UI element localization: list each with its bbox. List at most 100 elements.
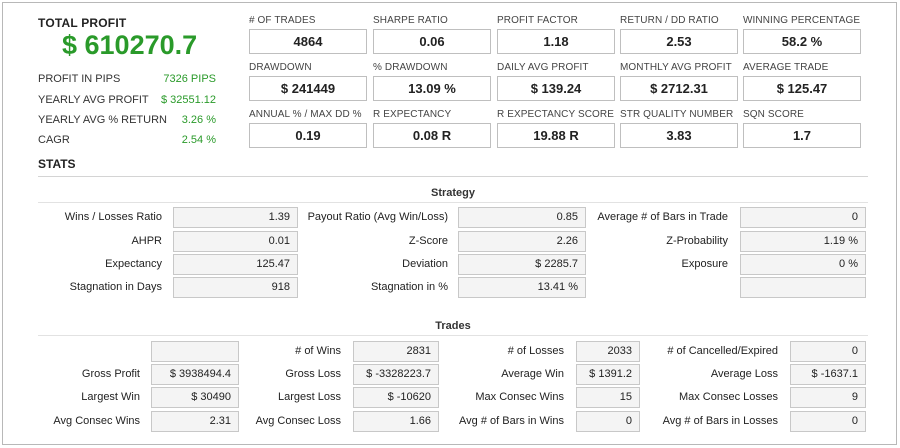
stat-label: Exposure <box>681 258 728 270</box>
metric-average-trade: AVERAGE TRADE $ 125.47 <box>743 62 861 101</box>
metric-r-expectancy-score: R EXPECTANCY SCORE 19.88 R <box>497 109 615 148</box>
stat-value: 15 <box>576 387 640 408</box>
stat-value: 2831 <box>353 341 439 362</box>
summary-label: PROFIT IN PIPS <box>38 73 121 85</box>
metric-label: STR QUALITY NUMBER <box>620 109 734 120</box>
metric-value: 3.83 <box>620 123 738 148</box>
metric-r-expectancy: R EXPECTANCY 0.08 R <box>373 109 491 148</box>
stat-label: Average Loss <box>710 368 778 380</box>
stat-label: Gross Profit <box>81 368 140 380</box>
stat-value: 0 % <box>740 254 866 275</box>
metric-value: 0.19 <box>249 123 367 148</box>
metric-value: $ 139.24 <box>497 76 615 101</box>
stat-value: $ -1637.1 <box>790 364 866 385</box>
stat-label: Avg Consec Loss <box>255 415 341 427</box>
metric-label: # OF TRADES <box>249 15 316 26</box>
metric-profit-factor: PROFIT FACTOR 1.18 <box>497 15 615 54</box>
stat-label: AHPR <box>131 235 162 247</box>
stat-label: # of Wins <box>295 345 341 357</box>
metric-value: $ 125.47 <box>743 76 861 101</box>
stat-value: $ -10620 <box>353 387 439 408</box>
stat-label: Payout Ratio (Avg Win/Loss) <box>307 211 448 223</box>
metric-sqn-score: SQN SCORE 1.7 <box>743 109 861 148</box>
stat-value: 0 <box>790 341 866 362</box>
metric-value: 19.88 R <box>497 123 615 148</box>
summary-row-cagr: CAGR 2.54 % <box>38 130 216 150</box>
metric-label: DAILY AVG PROFIT <box>497 62 589 73</box>
metric-sharpe-ratio: SHARPE RATIO 0.06 <box>373 15 491 54</box>
summary-value: 7326 PIPS <box>163 73 216 85</box>
stat-value: 2.31 <box>151 411 239 432</box>
stat-value: 918 <box>173 277 298 298</box>
stat-value <box>740 277 866 298</box>
metric-value: 13.09 % <box>373 76 491 101</box>
summary-value: 2.54 % <box>181 134 216 146</box>
metric-value: 1.18 <box>497 29 615 54</box>
stat-value: 0 <box>790 411 866 432</box>
summary-value: 3.26 % <box>181 114 216 126</box>
stat-value: 0.85 <box>458 207 586 228</box>
metric-label: MONTHLY AVG PROFIT <box>620 62 732 73</box>
stat-value: $ -3328223.7 <box>353 364 439 385</box>
summary-value: $ 32551.12 <box>160 94 216 106</box>
stat-label: Stagnation in % <box>370 281 448 293</box>
stat-label: Average Win <box>501 368 564 380</box>
stat-label: Stagnation in Days <box>69 281 162 293</box>
summary-row-yearly-avg-profit: YEARLY AVG PROFIT $ 32551.12 <box>38 90 216 110</box>
metric-daily-avg-profit: DAILY AVG PROFIT $ 139.24 <box>497 62 615 101</box>
stat-label: Max Consec Wins <box>475 391 564 403</box>
stat-label: Z-Score <box>408 235 448 247</box>
stat-value: 2.26 <box>458 231 586 252</box>
metric-label: PROFIT FACTOR <box>497 15 578 26</box>
metric-label: R EXPECTANCY SCORE <box>497 109 615 120</box>
stat-value: 1.39 <box>173 207 298 228</box>
stat-value: 0 <box>740 207 866 228</box>
metric-label: RETURN / DD RATIO <box>620 15 719 26</box>
stat-label: Avg # of Bars in Losses <box>662 415 778 427</box>
metric-label: SHARPE RATIO <box>373 15 448 26</box>
stat-value <box>151 341 239 362</box>
stat-value: $ 3938494.4 <box>151 364 239 385</box>
metric-monthly-avg-profit: MONTHLY AVG PROFIT $ 2712.31 <box>620 62 738 101</box>
stat-label: # of Cancelled/Expired <box>667 345 778 357</box>
stat-label: Average # of Bars in Trade <box>597 211 728 223</box>
stat-label: Avg Consec Wins <box>53 415 140 427</box>
metric-value: 0.06 <box>373 29 491 54</box>
metric-value: $ 2712.31 <box>620 76 738 101</box>
metric-label: AVERAGE TRADE <box>743 62 829 73</box>
metric-label: WINNING PERCENTAGE <box>743 15 861 26</box>
stat-value: $ 30490 <box>151 387 239 408</box>
stat-value: 0 <box>576 411 640 432</box>
metric-label: SQN SCORE <box>743 109 804 120</box>
metric-value: 58.2 % <box>743 29 861 54</box>
strategy-divider <box>38 202 868 203</box>
stat-value: $ 1391.2 <box>576 364 640 385</box>
metric-label: ANNUAL % / MAX DD % <box>249 109 362 120</box>
metric-drawdown: DRAWDOWN $ 241449 <box>249 62 367 101</box>
metric-label: % DRAWDOWN <box>373 62 448 73</box>
summary-label: YEARLY AVG % RETURN <box>38 114 167 126</box>
stat-value: 9 <box>790 387 866 408</box>
metric-value: 4864 <box>249 29 367 54</box>
metric-value: $ 241449 <box>249 76 367 101</box>
stat-value: 13.41 % <box>458 277 586 298</box>
stat-label: Largest Loss <box>278 391 341 403</box>
stat-label: Wins / Losses Ratio <box>64 211 162 223</box>
summary-label: YEARLY AVG PROFIT <box>38 94 149 106</box>
metric-return-dd-ratio: RETURN / DD RATIO 2.53 <box>620 15 738 54</box>
metric-label: DRAWDOWN <box>249 62 312 73</box>
stats-title: STATS <box>38 157 76 171</box>
summary-row-yearly-avg-return: YEARLY AVG % RETURN 3.26 % <box>38 110 216 130</box>
stat-label: # of Losses <box>507 345 564 357</box>
stat-label: Deviation <box>402 258 448 270</box>
total-profit-label: TOTAL PROFIT <box>38 16 127 30</box>
stat-value: 1.66 <box>353 411 439 432</box>
metric-value: 0.08 R <box>373 123 491 148</box>
metric-str-quality-number: STR QUALITY NUMBER 3.83 <box>620 109 738 148</box>
stats-divider <box>38 176 868 177</box>
stat-label: Avg # of Bars in Wins <box>459 415 564 427</box>
stat-value: 1.19 % <box>740 231 866 252</box>
trades-divider <box>38 335 868 336</box>
metric-value: 2.53 <box>620 29 738 54</box>
metric-label: R EXPECTANCY <box>373 109 452 120</box>
